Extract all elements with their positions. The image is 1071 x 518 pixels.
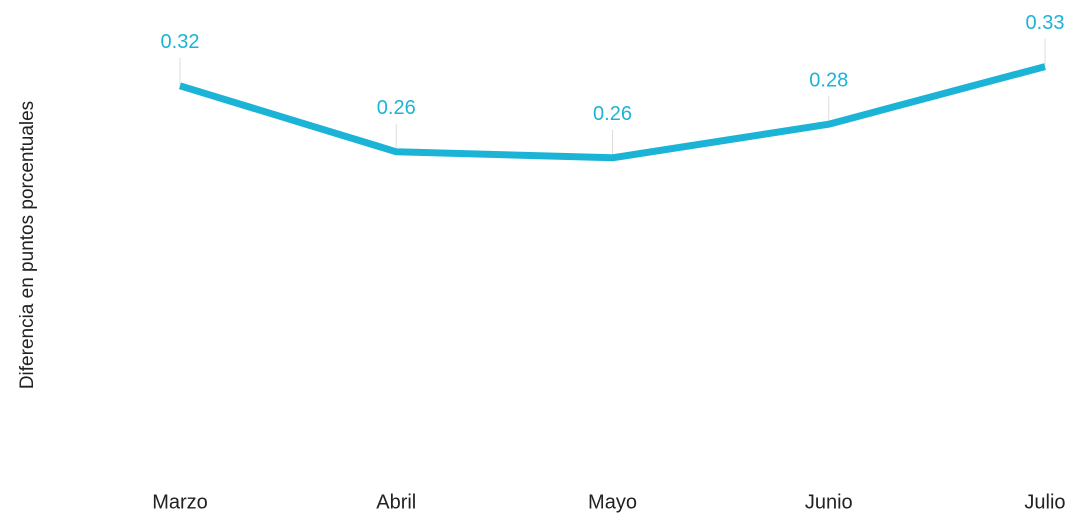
y-axis-label: Diferencia en puntos porcentuales xyxy=(17,101,38,389)
data-label: 0.28 xyxy=(809,69,848,91)
x-tick-label: Marzo xyxy=(152,491,208,513)
data-label: 0.33 xyxy=(1026,12,1065,34)
data-label: 0.26 xyxy=(593,103,632,125)
data-label: 0.32 xyxy=(161,31,200,53)
x-tick-label: Julio xyxy=(1024,491,1065,513)
line xyxy=(178,63,1046,162)
data-label: 0.26 xyxy=(377,97,416,119)
x-tick-label: Abril xyxy=(376,491,416,513)
x-tick-label: Mayo xyxy=(588,491,637,513)
x-tick-label: Junio xyxy=(805,491,853,513)
